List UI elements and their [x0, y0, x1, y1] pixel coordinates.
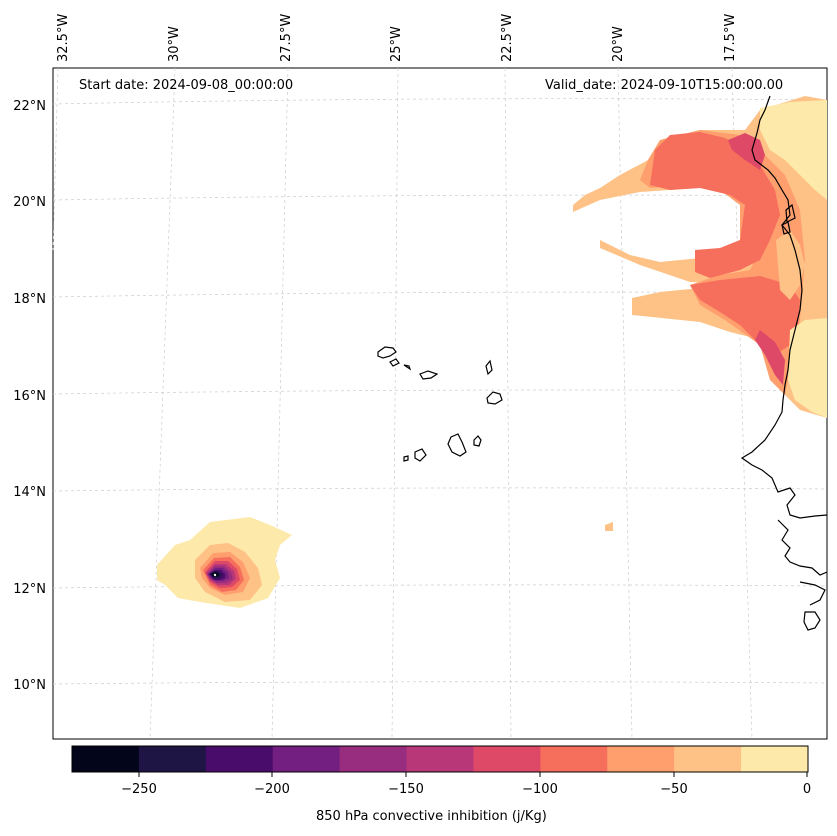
colorbar-swatch: [272, 746, 341, 772]
cin-region-northeast: [573, 96, 827, 531]
colorbar-tick-200: −200: [254, 782, 290, 797]
colorbar-swatch: [138, 746, 207, 772]
colorbar-tick-150: −150: [388, 782, 424, 797]
colorbar-tick-100: −100: [522, 782, 558, 797]
colorbar-ticks: [138, 772, 808, 777]
colorbar-swatch: [406, 746, 474, 772]
cape-verde-islands: [377, 346, 503, 462]
coastline-africa: [740, 95, 828, 631]
colorbar-tick-50: −50: [660, 782, 687, 797]
graticule: [52, 67, 828, 740]
colorbar-swatch: [607, 746, 675, 772]
colorbar-swatch: [473, 746, 541, 772]
lat-label-10n: 10°N: [13, 678, 46, 693]
start-date-label: Start date: 2024-09-08_00:00:00: [79, 78, 294, 93]
colorbar-swatch: [72, 746, 140, 772]
lat-label-18n: 18°N: [13, 292, 46, 307]
lat-label-14n: 14°N: [13, 485, 46, 500]
lat-label-22n: 22°N: [13, 99, 46, 114]
lat-label-12n: 12°N: [13, 582, 46, 597]
lon-label-25w: 25°W: [389, 26, 404, 62]
cin-cell-southwest: [157, 517, 292, 608]
colorbar-tick-250: −250: [121, 782, 157, 797]
lon-label-22-5w: 22.5°W: [500, 14, 515, 62]
lon-label-17-5w: 17.5°W: [723, 14, 738, 62]
lon-label-20w: 20°W: [611, 26, 626, 62]
lat-label-20n: 20°N: [13, 195, 46, 210]
valid-date-label: Valid_date: 2024-09-10T15:00:00.00: [545, 78, 784, 93]
colorbar-swatch: [205, 746, 274, 772]
colorbar: −250 −200 −150 −100 −50 0: [71, 745, 811, 797]
lon-label-32-5w: 32.5°W: [56, 14, 71, 62]
colorbar-frame: [71, 745, 809, 773]
colorbar-swatch: [339, 746, 408, 772]
colorbar-title: 850 hPa convective inhibition (j/Kg): [316, 809, 547, 824]
colorbar-swatch: [674, 746, 742, 772]
colorbar-tick-0: 0: [803, 782, 811, 797]
lat-label-16n: 16°N: [13, 389, 46, 404]
lon-label-27-5w: 27.5°W: [279, 14, 294, 62]
colorbar-swatch: [741, 746, 809, 772]
colorbar-swatch: [540, 746, 608, 772]
lon-label-30w: 30°W: [167, 26, 182, 62]
